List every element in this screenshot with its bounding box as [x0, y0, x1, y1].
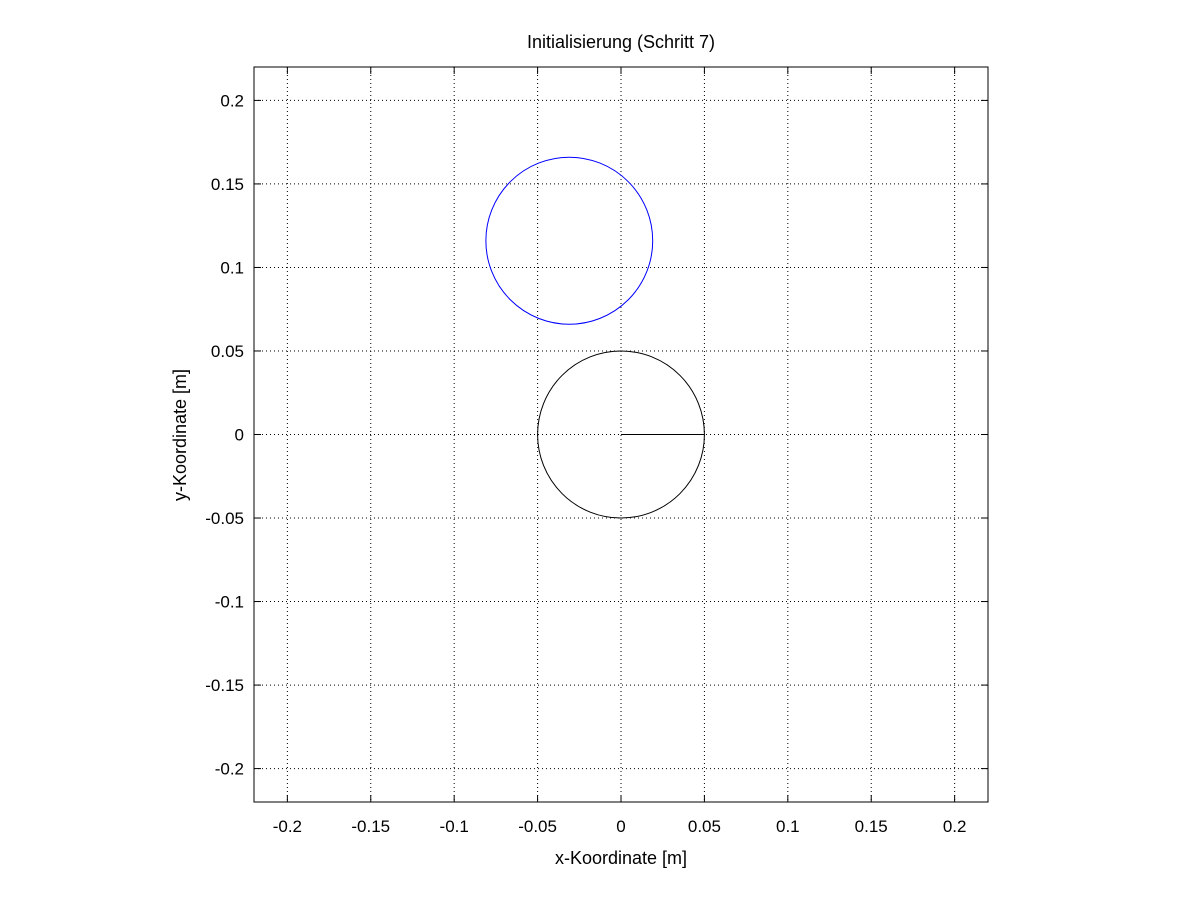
x-tick-label: -0.15: [351, 817, 390, 836]
y-tick-label: 0.1: [220, 258, 244, 277]
y-tick-label: 0.15: [211, 175, 244, 194]
y-tick-labels: -0.2 -0.15 -0.1 -0.05 0 0.05 0.1 0.15 0.2: [205, 91, 244, 778]
y-tick-label: 0.05: [211, 342, 244, 361]
chart-title: Initialisierung (Schritt 7): [527, 32, 715, 52]
x-tick-label: 0.15: [855, 817, 888, 836]
x-tick-labels: -0.2 -0.15 -0.1 -0.05 0 0.05 0.1 0.15 0.2: [273, 817, 967, 836]
y-tick-label: 0: [235, 426, 244, 445]
x-tick-label: 0.2: [943, 817, 967, 836]
y-tick-label: -0.2: [215, 760, 244, 779]
axes-frame: [253, 66, 989, 803]
x-tick-label: -0.2: [273, 817, 302, 836]
x-tick-label: 0.05: [688, 817, 721, 836]
x-tick-label: 0.1: [776, 817, 800, 836]
y-axis-label: y-Koordinate [m]: [170, 369, 190, 501]
y-tick-label: 0.2: [220, 91, 244, 110]
plot-shapes: [485, 156, 705, 519]
y-tick-label: -0.1: [215, 593, 244, 612]
y-tick-label: -0.15: [205, 676, 244, 695]
y-tick-label: -0.05: [205, 509, 244, 528]
tick-marks: [254, 67, 988, 802]
grid-lines: [254, 67, 988, 802]
blue-circle: [485, 156, 654, 325]
x-tick-label: -0.1: [440, 817, 469, 836]
x-axis-label: x-Koordinate [m]: [555, 848, 687, 868]
plot-area: [253, 66, 989, 803]
x-tick-label: -0.05: [518, 817, 557, 836]
x-tick-label: 0: [616, 817, 625, 836]
